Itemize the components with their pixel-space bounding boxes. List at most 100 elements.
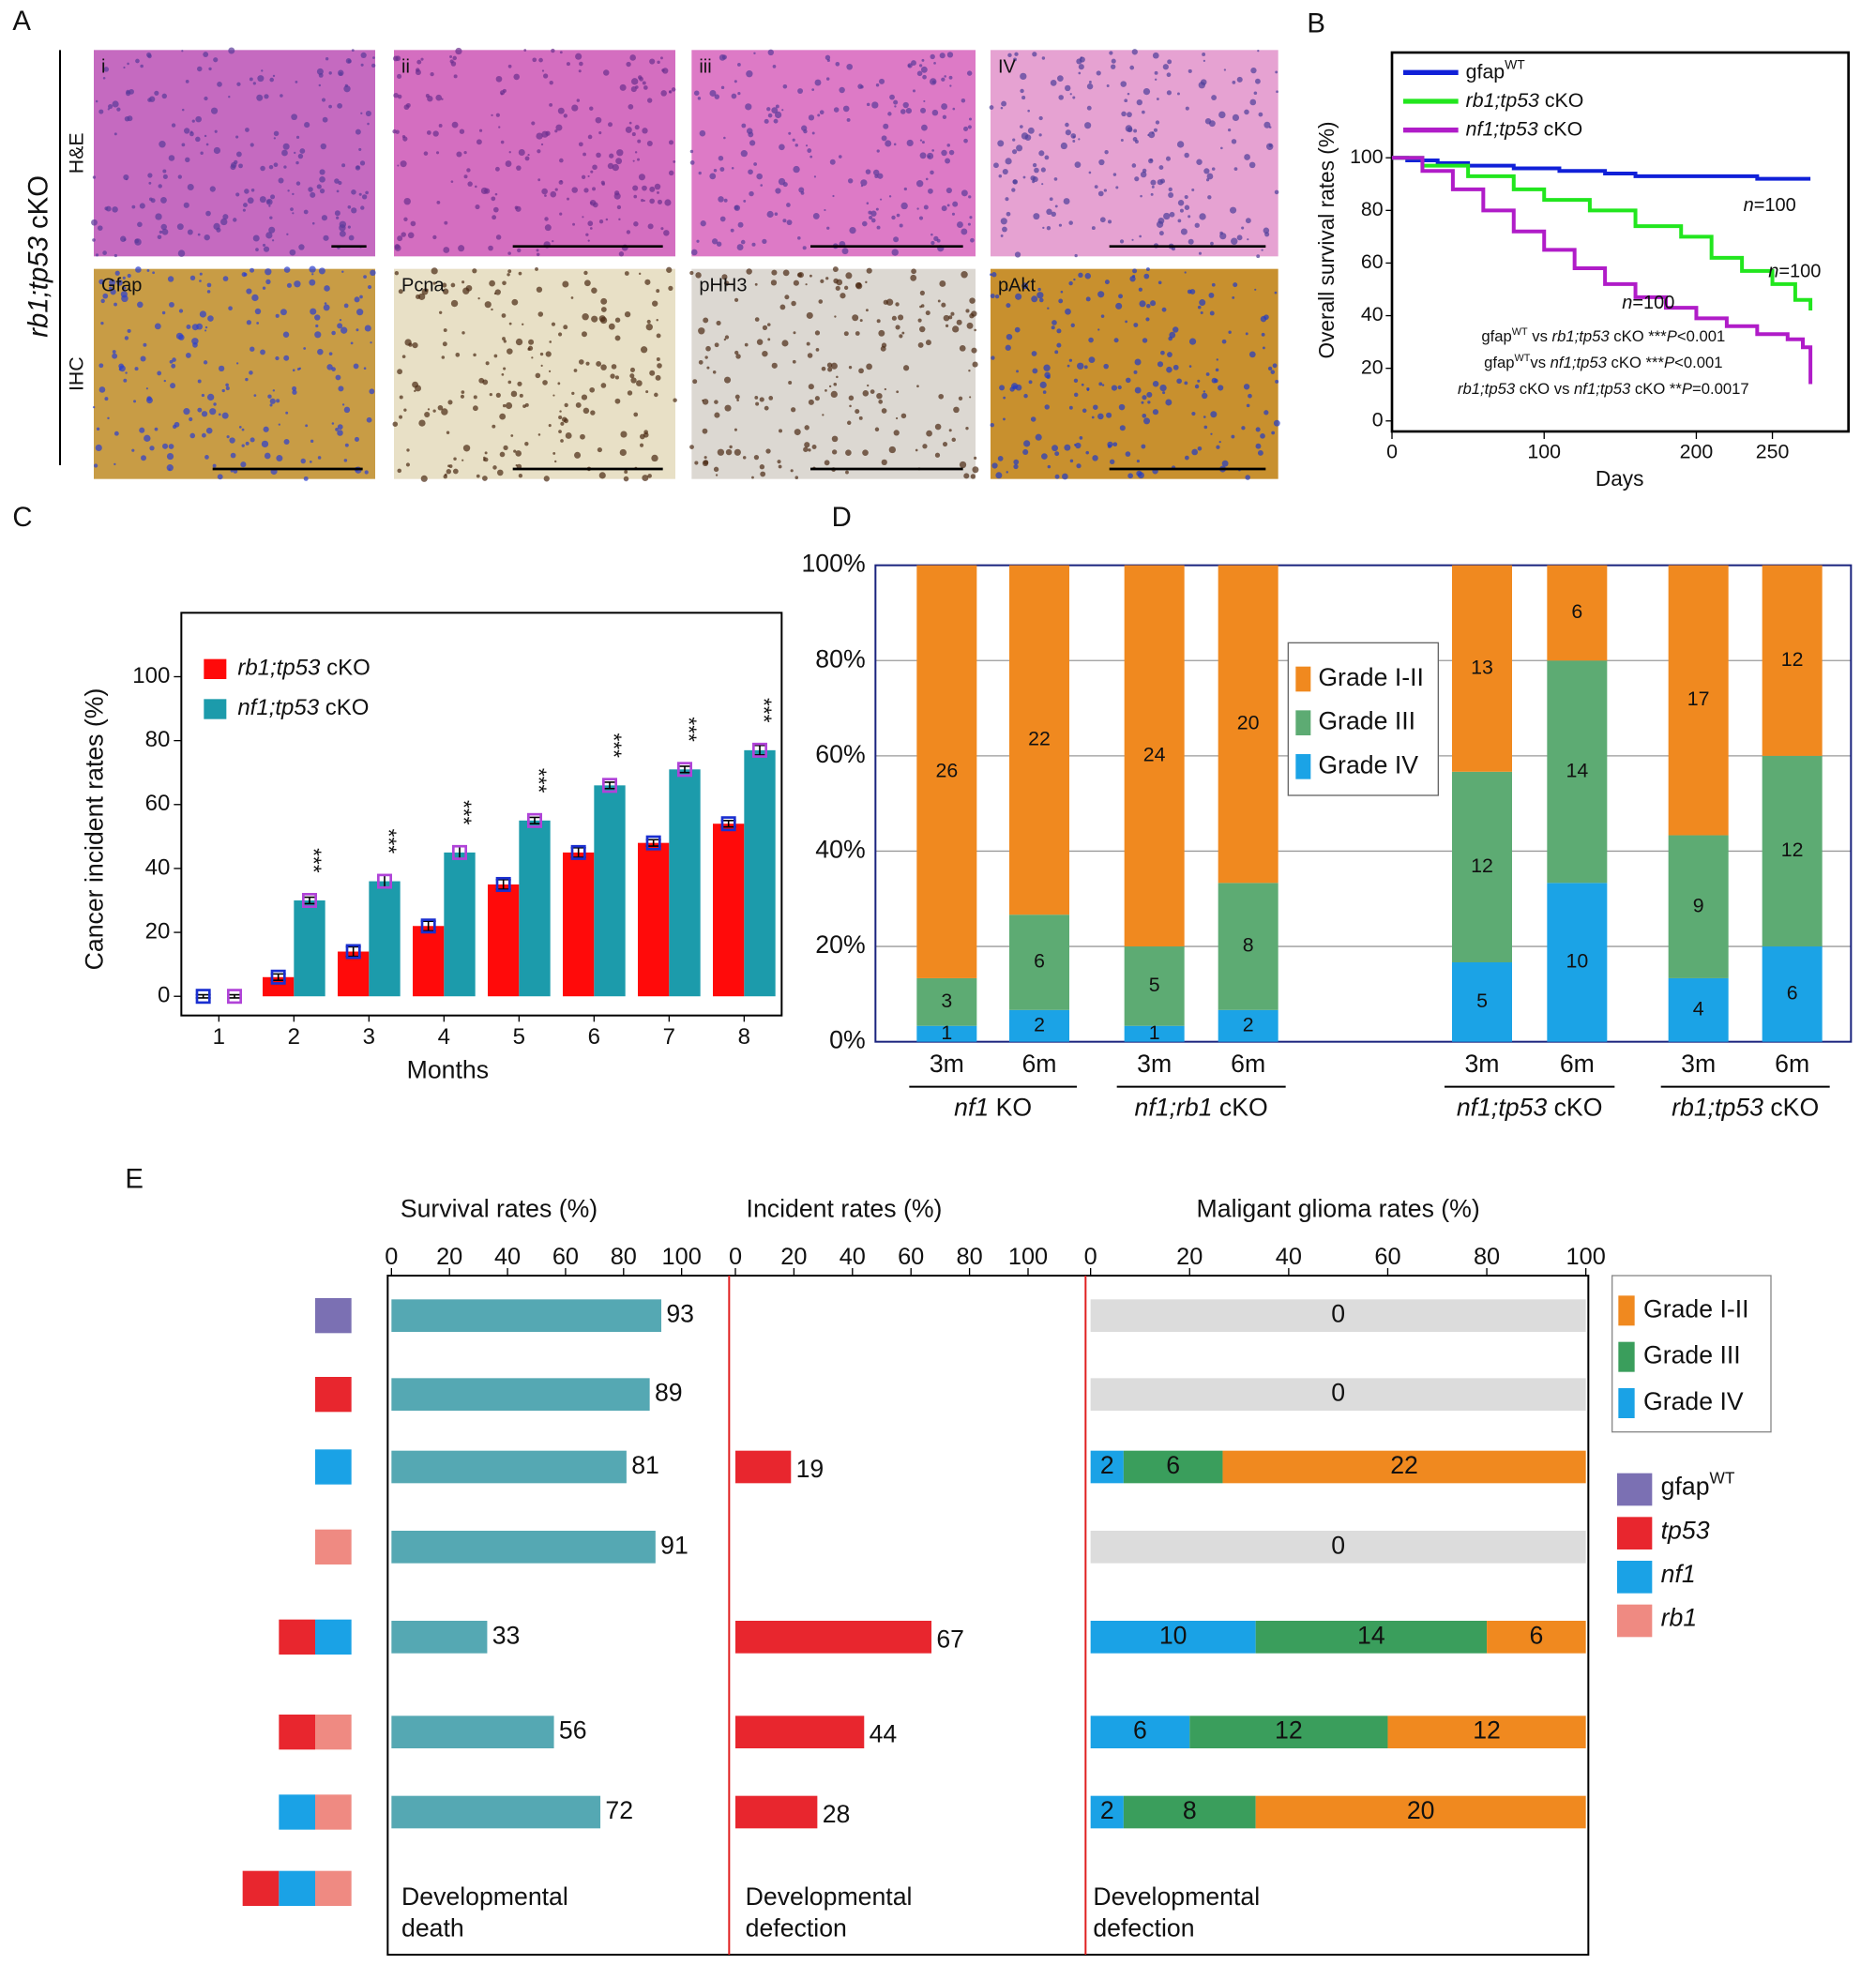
texture (582, 312, 589, 321)
texture (1158, 231, 1164, 236)
texture (600, 383, 607, 388)
texture (614, 375, 619, 380)
bar-segment (1124, 946, 1185, 1026)
texture (275, 355, 280, 361)
texture (581, 394, 588, 401)
texture (206, 282, 212, 288)
texture (698, 359, 704, 365)
texture (309, 265, 316, 273)
texture (1103, 363, 1109, 370)
texture (578, 142, 583, 147)
bar-segment (1123, 1450, 1223, 1484)
texture (510, 434, 514, 437)
texture (177, 249, 186, 257)
texture (907, 64, 911, 68)
texture (641, 199, 644, 203)
data-point (720, 816, 736, 832)
legend-label: nf1 (1661, 1560, 1696, 1588)
texture (167, 276, 174, 282)
texture (818, 299, 824, 304)
texture (1147, 133, 1150, 137)
survival-curve (1392, 156, 1813, 310)
texture (507, 348, 513, 355)
texture (623, 476, 629, 482)
texture (245, 377, 249, 382)
texture (137, 301, 144, 309)
texture (122, 276, 126, 280)
texture (891, 249, 899, 256)
texture (1162, 391, 1166, 395)
texture (587, 239, 590, 242)
segment-label: 6 (1529, 1621, 1543, 1649)
bar (444, 852, 476, 997)
texture (580, 433, 585, 440)
texture (1100, 314, 1105, 318)
texture (561, 416, 567, 422)
texture (354, 436, 359, 442)
x-tick-label: 0 (729, 1244, 742, 1270)
bar-segment (1090, 1716, 1190, 1748)
texture (249, 370, 253, 375)
texture (555, 124, 563, 131)
texture (963, 138, 968, 144)
texture (756, 339, 764, 345)
texture (439, 310, 443, 314)
texture (157, 234, 162, 240)
texture (461, 280, 465, 284)
texture (427, 408, 431, 411)
texture (1152, 380, 1159, 387)
legend-label-run: rb1 (1661, 1604, 1698, 1632)
texture (1232, 295, 1235, 299)
texture (1036, 292, 1044, 299)
texture (478, 377, 485, 384)
texture (1143, 417, 1151, 425)
texture (325, 57, 329, 61)
texture (1013, 459, 1020, 465)
texture (366, 416, 372, 423)
texture (116, 280, 123, 286)
texture (294, 280, 301, 288)
texture (1156, 98, 1159, 100)
texture (889, 94, 895, 100)
texture (624, 271, 629, 276)
x-tick-label: 8 (738, 1024, 750, 1050)
texture (991, 355, 995, 360)
texture (917, 318, 922, 323)
texture (247, 197, 254, 204)
texture (438, 124, 443, 128)
texture (920, 107, 927, 113)
texture (401, 355, 406, 359)
group-label: rb1;tp53 cKO (1672, 1094, 1819, 1122)
legend-label: Grade III (1643, 1341, 1741, 1369)
texture (400, 160, 407, 168)
texture (723, 280, 730, 286)
texture (1274, 291, 1278, 295)
texture (1261, 332, 1265, 337)
texture (696, 239, 700, 243)
annotation-run: n (1622, 293, 1632, 313)
texture (933, 61, 936, 65)
texture (1275, 379, 1279, 384)
texture (298, 367, 302, 370)
texture (1189, 289, 1196, 295)
legend-label: nf1;tp53 cKO (1466, 117, 1583, 140)
texture (1168, 192, 1174, 198)
texture (162, 169, 167, 174)
texture (544, 194, 547, 197)
texture (1033, 213, 1040, 220)
texture (1118, 294, 1124, 299)
texture (655, 374, 661, 381)
texture (1060, 290, 1064, 294)
texture (1110, 64, 1116, 69)
texture (1245, 218, 1251, 224)
texture (403, 408, 407, 412)
texture (994, 294, 1000, 299)
texture (900, 413, 907, 419)
texture (456, 151, 462, 158)
texture (858, 416, 863, 420)
annotation-run: rb1;tp53 (1552, 327, 1611, 345)
texture (508, 151, 511, 154)
bar-segment (1123, 1795, 1256, 1829)
texture (360, 112, 363, 114)
texture (549, 80, 553, 85)
